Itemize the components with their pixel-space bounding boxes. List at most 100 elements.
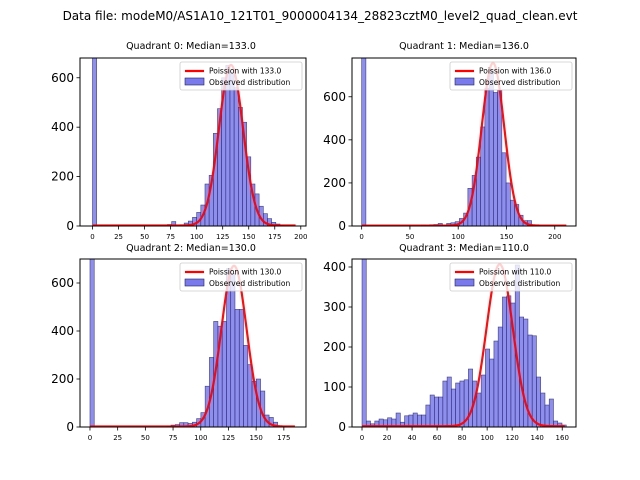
plot-area xyxy=(361,58,567,226)
y-tick-label: 600 xyxy=(323,90,346,104)
y-tick-label: 200 xyxy=(323,340,346,354)
histogram-bar xyxy=(468,368,473,427)
subplot-quadrant-1: Quadrant 1: Median=136.0 0 50 100 150 200 0 20… xyxy=(323,41,577,241)
histogram-bar xyxy=(412,412,418,427)
histogram-bar xyxy=(395,412,401,427)
legend-bar-label: Observed distribution xyxy=(209,78,290,87)
legend-bar-label: Observed distribution xyxy=(209,279,290,288)
x-tick-label: 125 xyxy=(222,434,235,442)
axes-frame xyxy=(79,258,307,428)
legend-box xyxy=(179,61,303,91)
histogram-bar xyxy=(89,259,95,427)
x-tick-label: 0 xyxy=(360,434,364,442)
histogram-bar xyxy=(493,92,498,226)
x-tick-label: 100 xyxy=(190,233,203,241)
x-tick-label: 60 xyxy=(433,434,442,442)
legend-line-label: Poission with 130.0 xyxy=(209,268,282,277)
subplot-quadrant-2: Quadrant 2: Median=130.0 0 25 50 75 100 125 15… xyxy=(51,243,307,442)
legend-box xyxy=(449,262,573,292)
x-tick-label: 75 xyxy=(166,233,175,241)
x-tick-label: 200 xyxy=(294,233,307,241)
histogram-bar xyxy=(171,221,177,226)
histogram-bar xyxy=(544,404,550,427)
histogram-bar xyxy=(548,398,554,427)
x-tick-label: 75 xyxy=(169,434,178,442)
legend-bar-swatch xyxy=(184,77,205,86)
y-tick-label: 0 xyxy=(338,420,346,434)
y-tick-label: 300 xyxy=(323,300,346,314)
x-tick-label: 50 xyxy=(405,233,414,241)
subplot-title: Quadrant 3: Median=110.0 xyxy=(399,243,529,254)
x-tick-label: 200 xyxy=(548,233,561,241)
x-tick-label: 100 xyxy=(452,233,465,241)
histogram-bar xyxy=(531,335,537,427)
histogram-bar xyxy=(429,394,435,427)
y-tick-label: 600 xyxy=(51,71,74,85)
subplot-title: Quadrant 2: Median=130.0 xyxy=(126,243,256,254)
axes-frame xyxy=(79,57,307,227)
histogram-bar xyxy=(501,152,507,226)
x-tick-label: 80 xyxy=(458,434,467,442)
legend-line-label: Poission with 110.0 xyxy=(479,268,552,277)
x-tick-label: 0 xyxy=(88,434,92,442)
histogram-bar xyxy=(488,69,494,226)
x-tick-label: 40 xyxy=(408,434,417,442)
histogram-bar xyxy=(476,392,482,427)
histogram-bar xyxy=(438,396,444,427)
x-tick-label: 160 xyxy=(556,434,569,442)
figure-suptitle: Data file: modeM0/AS1A10_121T01_90000041… xyxy=(63,9,578,23)
histogram-bar xyxy=(361,259,367,427)
legend-box xyxy=(449,61,573,91)
histogram-bar xyxy=(485,348,490,427)
y-tick-label: 200 xyxy=(323,176,346,190)
histogram-bar xyxy=(234,309,240,427)
histogram-bar xyxy=(502,296,507,427)
subplot-title: Quadrant 1: Median=136.0 xyxy=(399,41,529,52)
histogram-bar xyxy=(361,58,367,226)
histogram-bar xyxy=(497,90,503,226)
y-tick-label: 600 xyxy=(51,276,74,290)
x-tick-label: 175 xyxy=(277,434,290,442)
histogram-bar xyxy=(455,382,461,427)
y-tick-label: 0 xyxy=(66,420,74,434)
legend-box xyxy=(179,262,303,292)
x-tick-label: 100 xyxy=(194,434,207,442)
y-tick-label: 400 xyxy=(323,133,346,147)
histogram-bar xyxy=(92,58,97,226)
histogram-bar xyxy=(510,199,515,226)
x-tick-label: 50 xyxy=(140,233,149,241)
y-tick-label: 400 xyxy=(51,324,74,338)
x-tick-label: 25 xyxy=(114,233,123,241)
x-tick-label: 50 xyxy=(141,434,150,442)
y-tick-label: 400 xyxy=(323,260,346,274)
x-tick-label: 125 xyxy=(216,233,229,241)
histogram-bar xyxy=(233,87,239,226)
y-tick-label: 400 xyxy=(51,120,74,134)
histogram-bar xyxy=(243,345,249,427)
poisson-curve xyxy=(362,263,565,427)
histogram-bar xyxy=(480,374,486,427)
subplot-title: Quadrant 0: Median=133.0 xyxy=(126,41,256,52)
histogram-bar xyxy=(489,358,495,427)
histogram-bar xyxy=(536,376,542,427)
plot-area xyxy=(361,259,567,427)
y-tick-label: 200 xyxy=(51,170,74,184)
x-tick-label: 0 xyxy=(359,233,363,241)
histogram-bar xyxy=(425,404,431,427)
y-tick-label: 200 xyxy=(51,372,74,386)
histogram-bar xyxy=(230,273,236,427)
subplot-quadrant-3: Quadrant 3: Median=110.0 0 20 40 60 80 100 120… xyxy=(323,243,577,442)
histogram-bar xyxy=(480,126,486,226)
y-tick-label: 0 xyxy=(338,219,346,233)
x-tick-label: 20 xyxy=(383,434,392,442)
legend-bar-label: Observed distribution xyxy=(479,279,560,288)
histogram-bar xyxy=(442,380,448,427)
x-tick-label: 140 xyxy=(531,434,544,442)
histogram-bar xyxy=(238,309,244,427)
histogram-bar xyxy=(497,326,503,427)
subplot-quadrant-0: Quadrant 0: Median=133.0 0 25 50 75 100 125 15… xyxy=(51,41,307,241)
histogram-bar xyxy=(434,396,439,427)
histogram-bar xyxy=(540,392,546,427)
y-tick-label: 100 xyxy=(323,380,346,394)
histogram-bar xyxy=(451,388,456,427)
